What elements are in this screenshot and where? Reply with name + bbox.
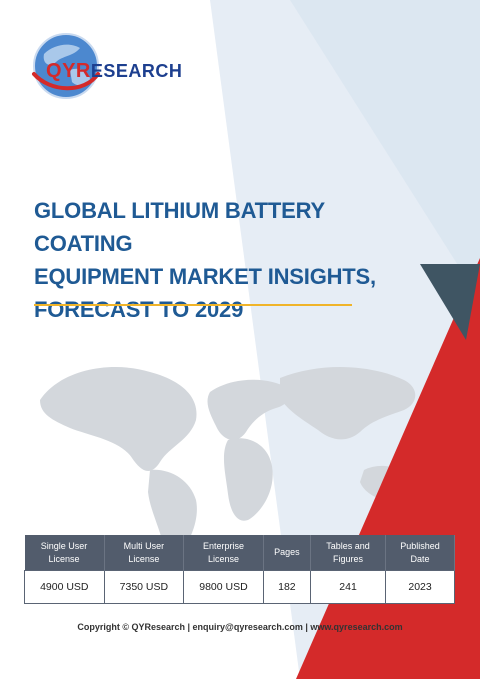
brand-wordmark: QYRESEARCH — [46, 60, 182, 83]
pages-value: 182 — [262, 570, 312, 604]
copyright-footer: Copyright © QYResearch | enquiry@qyresea… — [77, 622, 403, 632]
dark-triangle — [420, 264, 480, 340]
brand-letter-r: R — [75, 60, 91, 82]
header-enterprise: Enterprise License — [183, 535, 264, 571]
table-row: 4900 USD 7350 USD 9800 USD 182 241 2023 — [24, 570, 455, 604]
header-multi-user: Multi User License — [104, 535, 185, 571]
license-table: Single User License Multi User License Ent… — [24, 535, 455, 604]
price-multi-user: 7350 USD — [103, 570, 185, 604]
light-blue-accent — [290, 0, 480, 300]
header-published-date: Published Date — [385, 535, 455, 571]
qyresearch-logo — [32, 33, 100, 99]
title-line-3: FORECAST TO 2029 — [34, 297, 244, 322]
published-date-value: 2023 — [385, 570, 455, 604]
brand-letter-y: Y — [62, 60, 76, 82]
title-line-1: GLOBAL LITHIUM BATTERY COATING — [34, 198, 325, 256]
header-tables-figures: Tables and Figures — [310, 535, 387, 571]
tables-figures-value: 241 — [309, 570, 387, 604]
header-single-user: Single User License — [24, 535, 105, 571]
price-single-user: 4900 USD — [24, 570, 105, 604]
title-line-2: EQUIPMENT MARKET INSIGHTS, — [34, 264, 376, 289]
title-underline — [34, 304, 352, 306]
report-title: GLOBAL LITHIUM BATTERY COATING EQUIPMENT… — [34, 194, 394, 326]
header-pages: Pages — [263, 535, 312, 571]
price-enterprise: 9800 USD — [183, 570, 264, 604]
table-header-row: Single User License Multi User License Ent… — [24, 535, 455, 571]
brand-rest: ESEARCH — [90, 61, 183, 81]
brand-letter-q: Q — [46, 60, 63, 82]
